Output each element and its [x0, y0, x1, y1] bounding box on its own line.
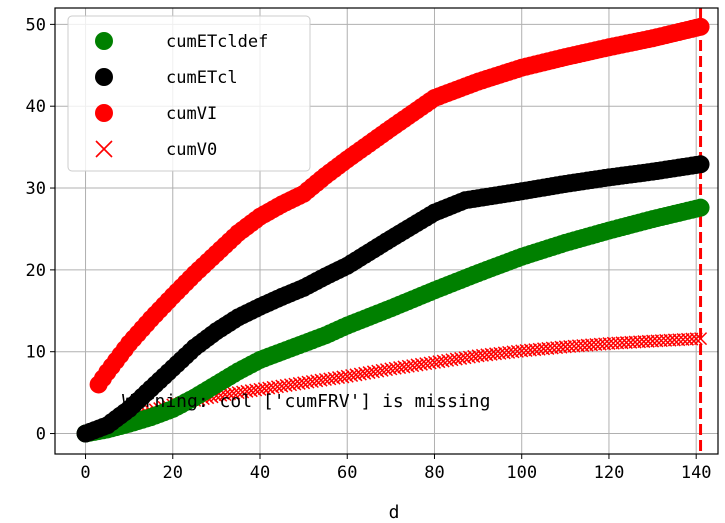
legend: cumETcldef cumETcl cumVI cumV0 — [67, 15, 311, 172]
point-cumV0 — [694, 332, 708, 346]
point-cumVI — [691, 17, 710, 36]
x-tick-label: 40 — [250, 463, 270, 483]
legend-marker-cumETcldef — [95, 32, 113, 50]
series-cumV0 — [79, 332, 708, 441]
plot-frame — [54, 7, 719, 455]
x-tick-label: 80 — [424, 463, 444, 483]
legend-marker-cumV0 — [95, 140, 113, 158]
grid-lines — [55, 8, 718, 454]
legend-label-cumETcl: cumETcl — [166, 68, 238, 88]
annotation-warning: Warning: col ['cumFRV'] is missing — [122, 391, 490, 412]
x-tick-label: 20 — [163, 463, 183, 483]
legend-marker-cumETcl — [95, 68, 113, 86]
x-tick-label: 60 — [337, 463, 357, 483]
legend-label-cumV0: cumV0 — [166, 140, 217, 160]
x-axis-ticks: 0 20 40 60 80 100 120 140 — [80, 454, 712, 483]
y-tick-label: 20 — [26, 261, 46, 281]
legend-box — [67, 15, 311, 172]
x-tick-label: 140 — [681, 463, 712, 483]
x-tick-label: 0 — [80, 463, 90, 483]
y-tick-label: 0 — [36, 425, 46, 445]
point-cumV0 — [689, 332, 703, 346]
legend-marker-cumVI — [95, 104, 113, 122]
x-tick-label: 100 — [506, 463, 537, 483]
data-series — [76, 17, 710, 443]
legend-label-cumETcldef: cumETcldef — [166, 32, 268, 52]
series-cumVI — [89, 17, 710, 394]
y-tick-label: 30 — [26, 179, 46, 199]
y-tick-label: 50 — [26, 15, 46, 35]
x-axis-label: d — [389, 502, 400, 523]
y-tick-label: 40 — [26, 97, 46, 117]
y-tick-label: 10 — [26, 343, 46, 363]
y-axis-ticks: 0 10 20 30 40 50 — [26, 15, 55, 445]
series-cumETcl — [76, 155, 710, 443]
legend-label-cumVI: cumVI — [166, 104, 217, 124]
point-cumETcldef — [691, 198, 710, 217]
point-cumETcl — [691, 155, 710, 174]
x-tick-label: 120 — [594, 463, 625, 483]
